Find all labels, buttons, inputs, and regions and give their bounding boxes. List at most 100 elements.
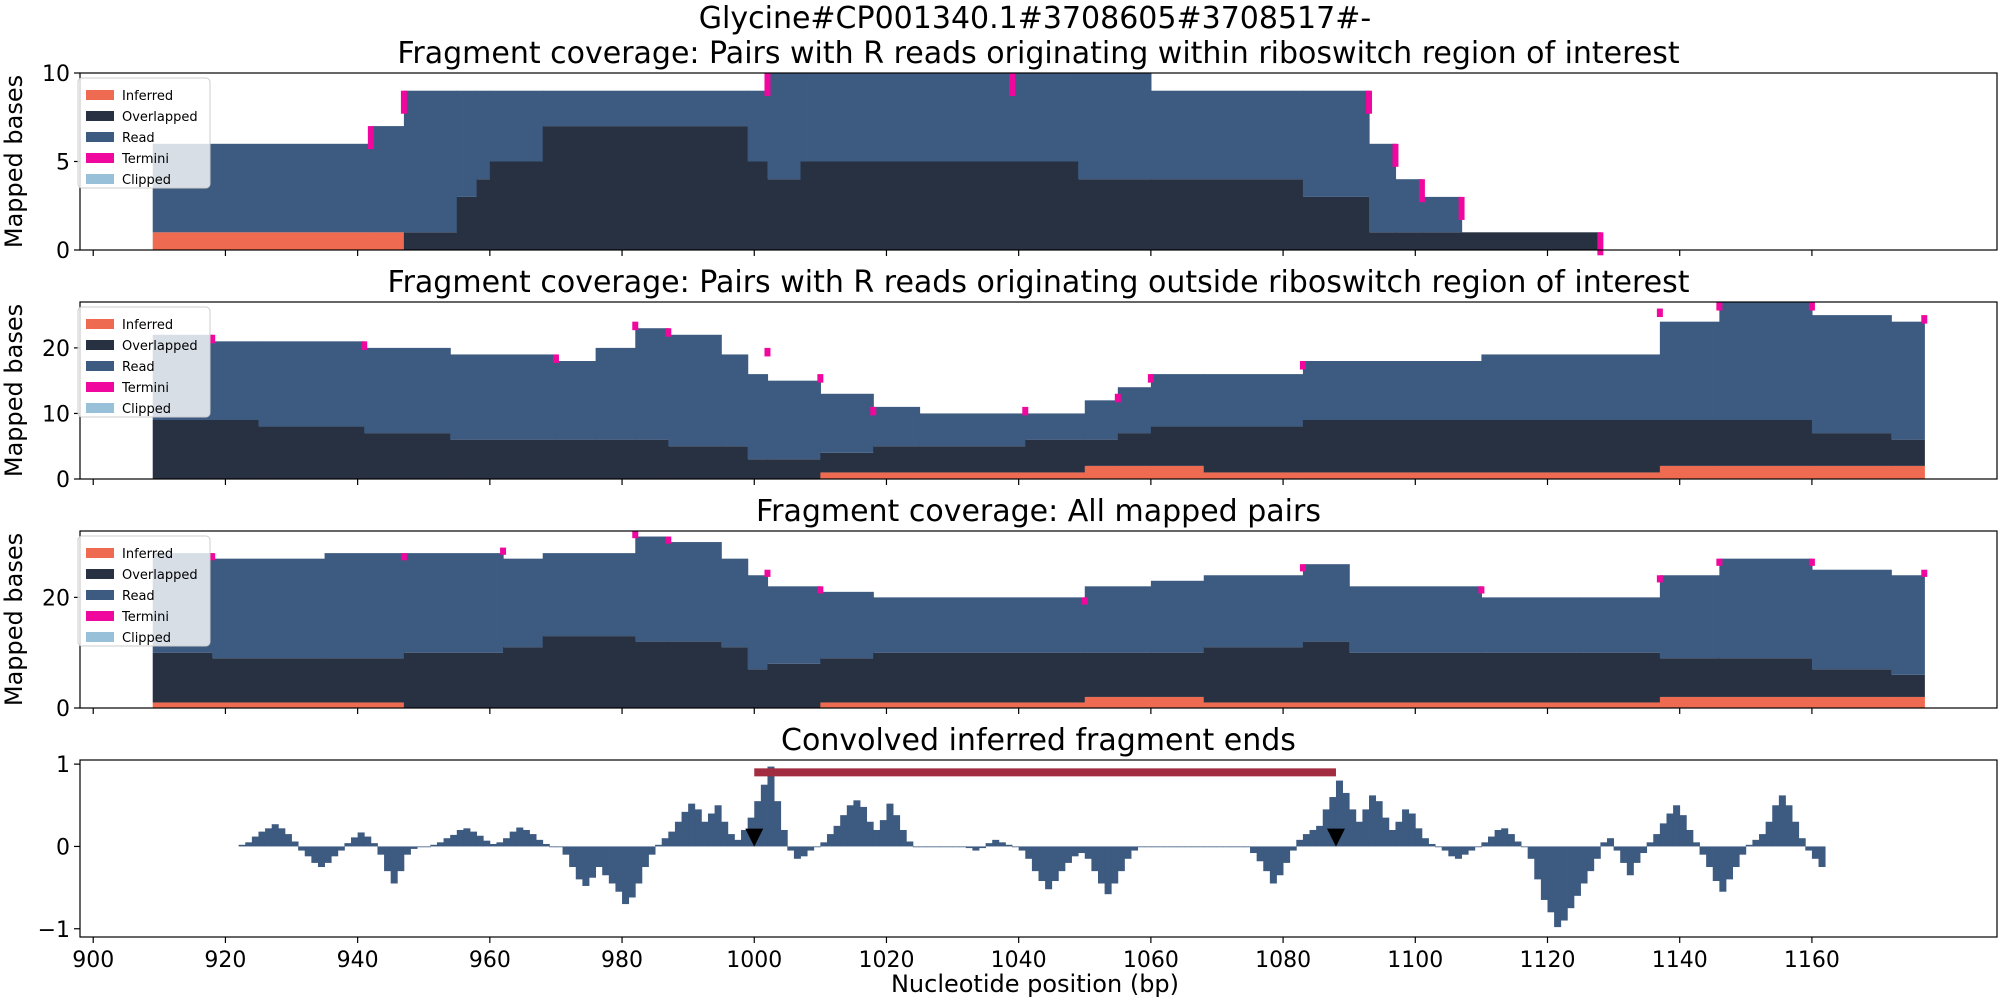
convolved-bar bbox=[767, 766, 775, 847]
convolved-bar bbox=[1408, 813, 1416, 847]
legend-label-read: Read bbox=[122, 589, 155, 604]
convolved-bar bbox=[1772, 805, 1780, 847]
convolved-bar bbox=[1283, 846, 1291, 863]
legend-swatch-termini bbox=[86, 153, 114, 163]
x-tick-label: 960 bbox=[469, 948, 511, 973]
convolved-bar bbox=[866, 821, 874, 847]
convolved-bar bbox=[1415, 828, 1423, 847]
legend-label-inferred: Inferred bbox=[122, 547, 173, 562]
convolved-bar bbox=[555, 846, 563, 848]
segment-overlapped bbox=[542, 126, 749, 250]
termini-mark bbox=[632, 531, 639, 539]
convolved-bar bbox=[774, 801, 782, 847]
legend-swatch-inferred bbox=[86, 319, 114, 329]
convolved-bar bbox=[793, 846, 801, 859]
segment-read bbox=[767, 73, 802, 180]
legend-label-termini: Termini bbox=[121, 381, 169, 396]
segment-overlapped bbox=[1078, 179, 1152, 250]
segment-read bbox=[1395, 179, 1423, 233]
convolved-bar bbox=[1038, 846, 1046, 882]
legend-label-overlapped: Overlapped bbox=[122, 568, 198, 583]
segment-inferred bbox=[1084, 696, 1152, 708]
convolved-bar bbox=[569, 846, 577, 868]
x-tick-label: 1040 bbox=[991, 948, 1047, 973]
termini-mark bbox=[1392, 143, 1399, 167]
convolved-bar bbox=[985, 843, 993, 847]
convolved-bar bbox=[1739, 846, 1747, 855]
convolved-bar bbox=[1626, 846, 1634, 876]
convolved-bar bbox=[1692, 842, 1700, 847]
segment-overlapped bbox=[1891, 674, 1925, 697]
segment-inferred bbox=[1150, 465, 1205, 479]
convolved-bar bbox=[701, 821, 709, 847]
convolved-bar bbox=[417, 846, 425, 848]
convolved-bar bbox=[1554, 846, 1562, 928]
segment-overlapped bbox=[1481, 420, 1661, 473]
segment-read bbox=[820, 591, 874, 659]
termini-mark bbox=[1418, 179, 1425, 203]
segment-overlapped bbox=[1349, 652, 1482, 703]
y-axis-label: Mapped bases bbox=[0, 304, 28, 477]
convolved-bar bbox=[1263, 846, 1271, 872]
convolved-bar bbox=[1679, 815, 1687, 847]
convolved-bar bbox=[1210, 846, 1218, 848]
convolved-bar bbox=[1190, 846, 1198, 848]
convolved-bar bbox=[1382, 817, 1390, 847]
segment-read bbox=[503, 558, 544, 648]
segment-read bbox=[364, 347, 451, 434]
x-tick-label: 1080 bbox=[1255, 948, 1311, 973]
convolved-bar bbox=[674, 821, 682, 847]
segment-read bbox=[1659, 575, 1720, 659]
termini-mark bbox=[817, 374, 824, 383]
termini-mark bbox=[1716, 558, 1723, 566]
segment-overlapped bbox=[635, 641, 669, 708]
convolved-bar bbox=[443, 838, 451, 847]
convolved-bar bbox=[1633, 846, 1641, 863]
convolved-bar bbox=[641, 846, 649, 868]
convolved-bar bbox=[899, 829, 907, 847]
segment-inferred bbox=[1302, 472, 1482, 479]
legend-swatch-clipped bbox=[86, 174, 114, 184]
segment-overlapped bbox=[767, 663, 821, 708]
convolved-bar bbox=[688, 803, 696, 847]
convolved-bar bbox=[780, 829, 788, 847]
x-tick-label: 1140 bbox=[1652, 948, 1708, 973]
termini-mark bbox=[665, 536, 672, 544]
segment-inferred bbox=[873, 702, 1086, 708]
convolved-bar bbox=[588, 846, 597, 878]
legend: Inferred Overlapped Read Termini Clipped bbox=[77, 77, 211, 189]
legend-label-termini: Termini bbox=[121, 610, 169, 625]
convolved-bar bbox=[906, 841, 914, 847]
segment-overlapped bbox=[555, 439, 597, 479]
convolved-bar bbox=[278, 828, 286, 847]
termini-mark bbox=[209, 334, 216, 344]
convolved-bar bbox=[1276, 846, 1284, 876]
convolved-bar bbox=[251, 836, 259, 847]
convolved-bar bbox=[1197, 846, 1205, 848]
legend-swatch-read bbox=[86, 361, 114, 371]
y-tick-label: 20 bbox=[42, 337, 70, 362]
segment-inferred bbox=[1659, 696, 1720, 708]
legend-label-clipped: Clipped bbox=[122, 631, 171, 646]
convolved-bar bbox=[1481, 842, 1489, 847]
convolved-bar bbox=[1342, 792, 1350, 847]
convolved-bar bbox=[1514, 841, 1522, 847]
convolved-bar bbox=[357, 832, 365, 847]
segment-overlapped bbox=[1150, 426, 1205, 466]
convolved-bar bbox=[1144, 846, 1152, 848]
segment-overlapped bbox=[152, 420, 213, 479]
convolved-bar bbox=[1335, 780, 1343, 847]
segment-read bbox=[668, 334, 722, 447]
convolved-bar bbox=[945, 846, 953, 848]
segment-inferred bbox=[1891, 465, 1925, 479]
segment-read bbox=[1302, 361, 1482, 420]
segment-inferred bbox=[1891, 696, 1925, 708]
segment-overlapped bbox=[767, 459, 821, 479]
segment-read bbox=[1811, 315, 1892, 434]
convolved-bar bbox=[1084, 846, 1092, 859]
segment-inferred bbox=[1719, 696, 1813, 708]
segment-read bbox=[595, 347, 636, 440]
legend-swatch-overlapped bbox=[86, 111, 114, 121]
segment-inferred bbox=[1719, 465, 1813, 479]
